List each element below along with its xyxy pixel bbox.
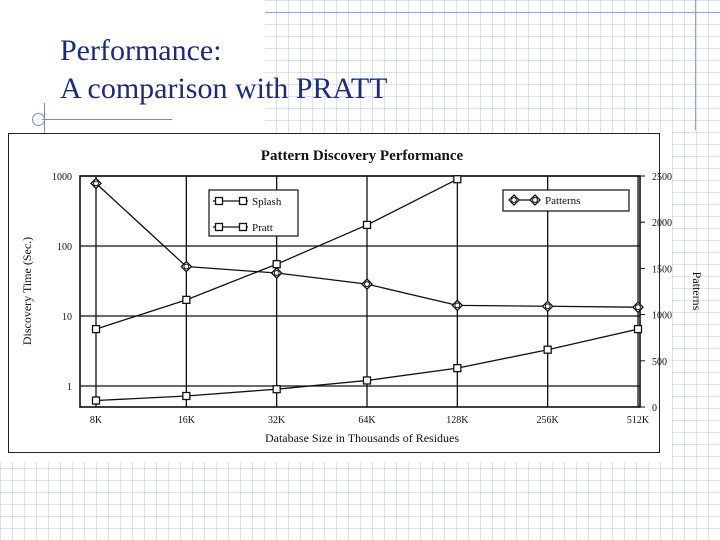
point-patterns-center	[93, 180, 99, 187]
point-pratt	[272, 260, 281, 269]
y-tick-label: 1	[67, 382, 72, 393]
point-patterns	[270, 267, 283, 279]
point-splash	[272, 385, 281, 394]
point-patterns-center	[364, 281, 370, 288]
legend-marker-diamond-right-center	[532, 197, 538, 203]
point-splash	[182, 391, 191, 401]
y2-tick-label: 2500	[652, 172, 672, 183]
legend-marker-left	[214, 196, 224, 206]
point-pratt	[182, 295, 191, 305]
legend-box-left	[208, 189, 299, 237]
title-underline	[42, 119, 172, 120]
y-tick-label: 10	[62, 312, 72, 323]
point-splash	[543, 345, 552, 354]
y2-tick-label: 2000	[652, 218, 672, 229]
x-tick-label: 128K	[446, 415, 469, 426]
legend-label-pratt: Pratt	[252, 222, 273, 234]
legend-marker-diamond-left	[508, 194, 520, 206]
legend-marker-diamond-right	[529, 194, 541, 206]
y2-tick-label: 1000	[652, 311, 672, 322]
legend-label-splash: Splash	[252, 196, 282, 208]
slide-title-line1: Performance:	[60, 34, 222, 67]
legend-marker-right	[238, 196, 248, 206]
point-splash	[91, 396, 101, 405]
point-patterns	[451, 299, 464, 312]
legend-marker-diamond-left-center	[511, 197, 517, 203]
legend-marker-right	[238, 222, 248, 232]
title-bullet-circle	[32, 113, 45, 126]
point-pratt	[91, 324, 101, 334]
y2-tick-label: 1500	[652, 264, 672, 275]
point-patterns-center	[183, 263, 190, 270]
point-pratt	[453, 175, 462, 184]
x-tick-label: 16K	[178, 415, 196, 426]
legend-label-patterns: Patterns	[545, 195, 580, 207]
point-patterns-center	[454, 302, 461, 309]
point-patterns-center	[635, 304, 641, 311]
top-decorative-rule	[265, 12, 720, 13]
point-splash	[453, 363, 462, 373]
point-splash	[633, 324, 643, 334]
point-pratt	[362, 220, 372, 230]
x-axis-label: Database Size in Thousands of Residues	[265, 431, 459, 445]
x-tick-label: 32K	[268, 415, 286, 426]
x-tick-label: 512K	[627, 415, 650, 426]
point-patterns	[361, 278, 373, 291]
y2-tick-label: 0	[652, 403, 657, 414]
chart-title: Pattern Discovery Performance	[261, 148, 464, 164]
point-patterns	[90, 177, 102, 190]
plot-layer: 1 10 100 1000 0 500 1000 1500 2000 2500 8K 16K 32K 64…	[52, 172, 672, 426]
x-tick-label: 8K	[90, 415, 103, 426]
x-tick-label: 64K	[358, 415, 376, 426]
point-patterns	[180, 260, 193, 273]
y-tick-label: 100	[57, 242, 72, 253]
y2-tick-label: 500	[652, 357, 667, 368]
point-patterns	[541, 300, 554, 313]
y-tick-label: 1000	[52, 172, 72, 183]
x-tick-label: 256K	[537, 415, 560, 426]
point-splash	[362, 376, 372, 385]
slide-title-line2: A comparison with PRATT	[60, 72, 388, 105]
point-patterns-center	[544, 303, 551, 310]
slide-title: Performance: A comparison with PRATT	[60, 32, 388, 108]
point-patterns-center	[273, 270, 280, 276]
y2-axis-label: Patterns	[690, 272, 704, 311]
point-patterns	[632, 301, 644, 314]
side-decorative-rule	[695, 0, 696, 130]
legend-marker-left	[214, 222, 224, 232]
y-axis-label: Discovery Time (Sec.)	[20, 237, 34, 345]
